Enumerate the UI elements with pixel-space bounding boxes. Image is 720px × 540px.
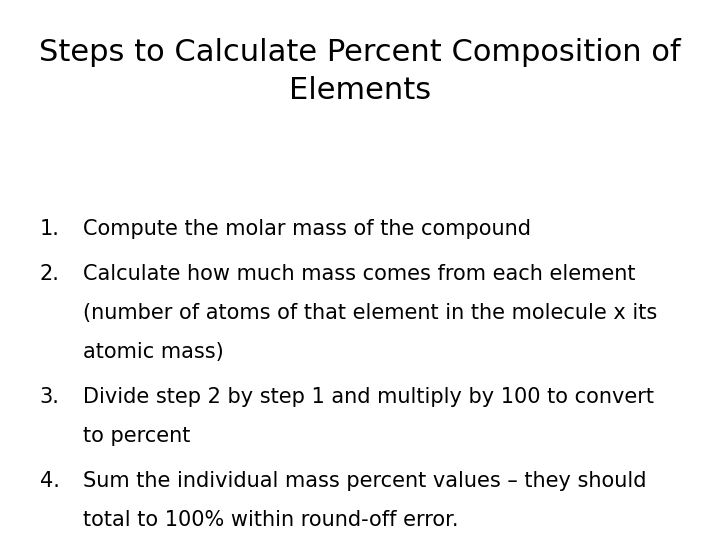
Text: 1.: 1. [40,219,60,239]
Text: atomic mass): atomic mass) [83,342,223,362]
Text: 4.: 4. [40,471,60,491]
Text: total to 100% within round-off error.: total to 100% within round-off error. [83,510,459,530]
Text: (number of atoms of that element in the molecule x its: (number of atoms of that element in the … [83,303,657,323]
Text: Sum the individual mass percent values – they should: Sum the individual mass percent values –… [83,471,647,491]
Text: Steps to Calculate Percent Composition of
Elements: Steps to Calculate Percent Composition o… [39,38,681,105]
Text: to percent: to percent [83,426,190,446]
Text: 2.: 2. [40,264,60,284]
Text: Divide step 2 by step 1 and multiply by 100 to convert: Divide step 2 by step 1 and multiply by … [83,387,654,407]
Text: Calculate how much mass comes from each element: Calculate how much mass comes from each … [83,264,635,284]
Text: Compute the molar mass of the compound: Compute the molar mass of the compound [83,219,531,239]
Text: 3.: 3. [40,387,60,407]
